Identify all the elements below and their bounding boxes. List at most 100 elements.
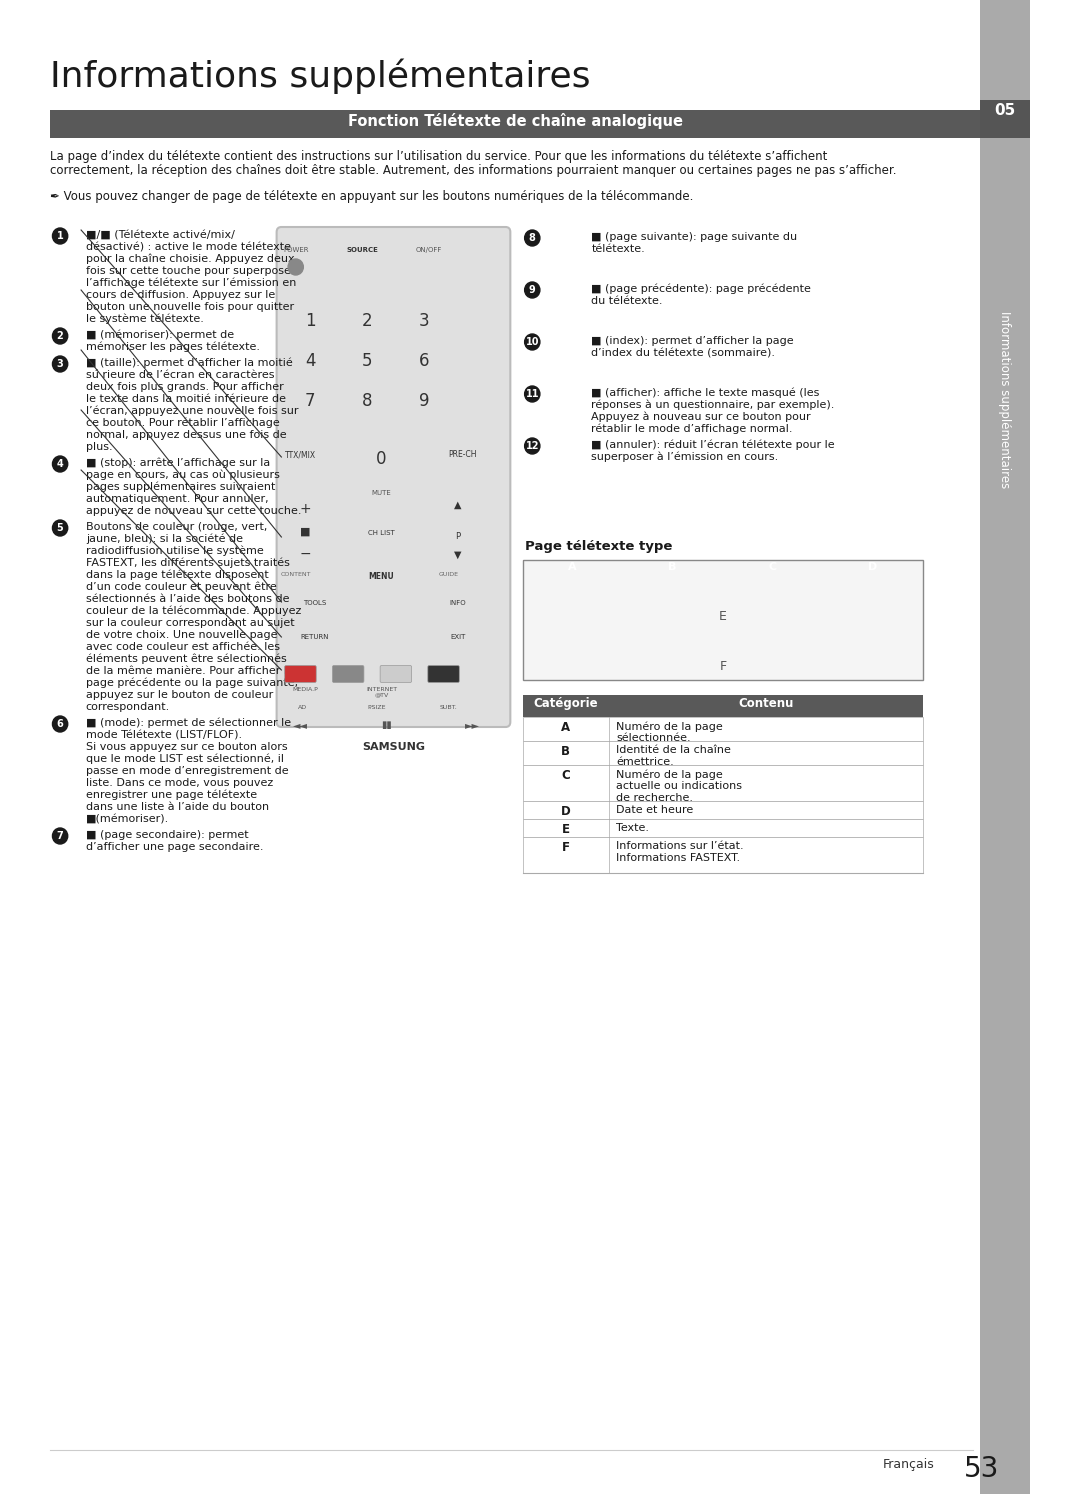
Text: Catégorie: Catégorie <box>534 698 598 710</box>
Text: d’afficher une page secondaire.: d’afficher une page secondaire. <box>85 843 264 852</box>
Text: B: B <box>562 746 570 757</box>
Text: A: A <box>568 562 577 572</box>
Text: de recherche.: de recherche. <box>617 793 693 802</box>
Text: SOURCE: SOURCE <box>347 247 378 252</box>
Text: TOOLS: TOOLS <box>303 601 326 607</box>
Text: sélectionnés à l’aide des boutons de: sélectionnés à l’aide des boutons de <box>85 595 289 604</box>
Text: INFO: INFO <box>449 601 467 607</box>
Bar <box>523 560 923 680</box>
Circle shape <box>288 258 303 275</box>
Text: radiodiffusion utilise le système: radiodiffusion utilise le système <box>85 545 264 556</box>
Text: Boutons de couleur (rouge, vert,: Boutons de couleur (rouge, vert, <box>85 521 267 532</box>
Text: CONTENT: CONTENT <box>281 572 311 577</box>
Text: ■ (mode): permet de sélectionner le: ■ (mode): permet de sélectionner le <box>85 719 291 729</box>
Text: télétexte.: télétexte. <box>592 244 645 254</box>
Text: ■(mémoriser).: ■(mémoriser). <box>85 814 170 825</box>
Circle shape <box>525 438 540 454</box>
Text: d’un code couleur et peuvent être: d’un code couleur et peuvent être <box>85 583 276 593</box>
Text: deux fois plus grands. Pour afficher: deux fois plus grands. Pour afficher <box>85 382 284 391</box>
Text: pages supplémentaires suivraient: pages supplémentaires suivraient <box>85 483 275 493</box>
Circle shape <box>525 385 540 402</box>
Text: 5: 5 <box>57 523 64 533</box>
Text: FASTEXT, les différents sujets traités: FASTEXT, les différents sujets traités <box>85 557 289 569</box>
Text: MUTE: MUTE <box>372 490 391 496</box>
Bar <box>980 100 1030 137</box>
Bar <box>723 560 823 580</box>
Text: 4: 4 <box>305 353 315 371</box>
Text: E: E <box>562 823 569 837</box>
Bar <box>980 0 1030 1494</box>
FancyBboxPatch shape <box>380 665 411 683</box>
Text: appuyez sur le bouton de couleur: appuyez sur le bouton de couleur <box>85 690 273 701</box>
Text: A: A <box>562 722 570 734</box>
Text: Page télétexte type: Page télétexte type <box>525 539 672 553</box>
Text: MENU: MENU <box>368 572 394 581</box>
Text: TTX/MIX: TTX/MIX <box>285 450 316 459</box>
Text: enregistrer une page télétexte: enregistrer une page télétexte <box>85 790 257 801</box>
Text: page précédente ou la page suivante,: page précédente ou la page suivante, <box>85 678 298 689</box>
Bar <box>50 111 980 137</box>
Circle shape <box>525 282 540 297</box>
Text: superposer à l’émission en cours.: superposer à l’émission en cours. <box>592 453 779 463</box>
Text: 0: 0 <box>376 450 387 468</box>
Text: C: C <box>392 666 400 677</box>
Text: le système télétexte.: le système télétexte. <box>85 314 204 324</box>
Text: bouton une nouvelle fois pour quitter: bouton une nouvelle fois pour quitter <box>85 302 294 312</box>
Text: liste. Dans ce mode, vous pouvez: liste. Dans ce mode, vous pouvez <box>85 778 273 787</box>
Text: Informations supplémentaires: Informations supplémentaires <box>998 311 1011 489</box>
Text: 4: 4 <box>57 459 64 469</box>
Text: ■ (page précédente): page précédente: ■ (page précédente): page précédente <box>592 284 811 294</box>
Text: mémoriser les pages télétexte.: mémoriser les pages télétexte. <box>85 342 260 353</box>
Text: 11: 11 <box>526 388 539 399</box>
Bar <box>523 657 923 680</box>
Circle shape <box>525 230 540 247</box>
Text: Informations sur l’état.: Informations sur l’état. <box>617 841 744 852</box>
Text: 53: 53 <box>963 1455 999 1484</box>
Text: automatiquement. Pour annuler,: automatiquement. Pour annuler, <box>85 495 269 503</box>
Text: page en cours, au cas où plusieurs: page en cours, au cas où plusieurs <box>85 471 280 481</box>
Circle shape <box>53 229 68 244</box>
Text: de la même manière. Pour afficher la: de la même manière. Pour afficher la <box>85 666 294 675</box>
Text: AD: AD <box>298 705 307 710</box>
Bar <box>823 560 923 580</box>
Text: Texte.: Texte. <box>617 823 649 834</box>
Text: ON/OFF: ON/OFF <box>416 247 443 252</box>
Bar <box>523 801 923 819</box>
Text: 2: 2 <box>362 312 373 330</box>
Text: ◄◄: ◄◄ <box>293 720 308 731</box>
Text: Date et heure: Date et heure <box>617 805 693 816</box>
Bar <box>286 238 501 287</box>
Text: rétablir le mode d’affichage normal.: rétablir le mode d’affichage normal. <box>592 424 793 435</box>
Text: ■ (page suivante): page suivante du: ■ (page suivante): page suivante du <box>592 232 797 242</box>
Circle shape <box>53 356 68 372</box>
Text: éléments peuvent être sélectionnés: éléments peuvent être sélectionnés <box>85 654 286 665</box>
Text: 2: 2 <box>57 332 64 341</box>
Text: +: + <box>299 502 311 515</box>
Bar <box>523 695 923 717</box>
Text: INTERNET
@TV: INTERNET @TV <box>366 687 397 698</box>
Text: ▮▮: ▮▮ <box>381 720 392 731</box>
Text: P: P <box>456 532 460 541</box>
Text: 3: 3 <box>419 312 430 330</box>
Circle shape <box>53 456 68 472</box>
Text: désactivé) : active le mode télétexte: désactivé) : active le mode télétexte <box>85 242 291 252</box>
Text: 1: 1 <box>305 312 315 330</box>
Text: 12: 12 <box>526 441 539 451</box>
Text: appuyez de nouveau sur cette touche.: appuyez de nouveau sur cette touche. <box>85 506 301 515</box>
Text: correspondant.: correspondant. <box>85 702 171 713</box>
Text: PRE-CH: PRE-CH <box>448 450 477 459</box>
Text: Informations supplémentaires: Informations supplémentaires <box>50 58 590 94</box>
Text: jaune, bleu): si la société de: jaune, bleu): si la société de <box>85 533 243 544</box>
Text: ■ (stop): arrête l’affichage sur la: ■ (stop): arrête l’affichage sur la <box>85 459 270 469</box>
Bar <box>623 560 723 580</box>
Bar <box>523 560 623 580</box>
Text: normal, appuyez dessus une fois de: normal, appuyez dessus une fois de <box>85 430 286 441</box>
Circle shape <box>525 335 540 350</box>
Text: d’index du télétexte (sommaire).: d’index du télétexte (sommaire). <box>592 348 775 359</box>
Text: Numéro de la page: Numéro de la page <box>617 769 723 780</box>
Text: B: B <box>669 562 677 572</box>
Text: C: C <box>769 562 777 572</box>
Circle shape <box>53 520 68 536</box>
Text: D: D <box>868 562 877 572</box>
Text: Numéro de la page: Numéro de la page <box>617 722 723 732</box>
